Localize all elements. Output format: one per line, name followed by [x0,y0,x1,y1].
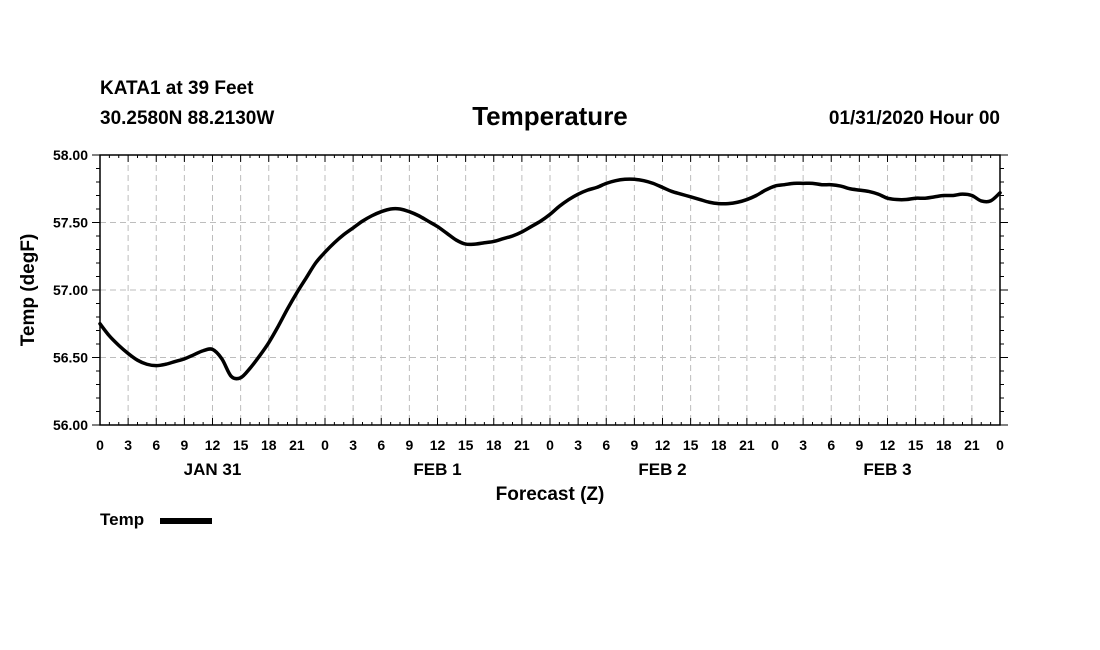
x-tick-label: 12 [430,437,446,453]
x-tick-label: 21 [739,437,755,453]
chart-title: Temperature [472,101,628,131]
y-axis-title: Temp (degF) [18,234,39,347]
x-tick-label: 6 [602,437,610,453]
plot-frame [99,154,1001,426]
y-tick-label: 57.00 [53,282,88,298]
x-tick-label: 18 [261,437,277,453]
x-day-label: FEB 1 [413,460,461,479]
x-tick-label: 12 [205,437,221,453]
x-tick-label: 0 [321,437,329,453]
x-tick-label: 15 [683,437,699,453]
legend-label-temp: Temp [100,510,144,529]
run-time-label: 01/31/2020 Hour 00 [829,108,1000,129]
x-tick-label: 0 [96,437,104,453]
x-tick-label: 15 [458,437,474,453]
x-day-label: FEB 2 [638,460,686,479]
series-line-temp [98,177,1002,381]
x-tick-label: 12 [655,437,671,453]
x-tick-labels: 0 3 6 9 12 15 18 21 0 3 6 9 12 15 18 21 0 3 6 9 12 15 18 21 0 3 6 9… [96,437,1004,453]
x-tick-label: 0 [771,437,779,453]
x-tick-label: 3 [349,437,357,453]
x-tick-label: 18 [711,437,727,453]
x-axis-title: Forecast (Z) [496,484,605,505]
y-tick-label: 57.50 [53,215,88,231]
x-tick-label: 21 [964,437,980,453]
x-tick-label: 9 [180,437,188,453]
x-tick-label: 18 [486,437,502,453]
x-tick-label: 9 [630,437,638,453]
x-tick-label: 12 [880,437,896,453]
station-label: KATA1 at 39 Feet [100,78,254,99]
x-tick-label: 0 [996,437,1004,453]
x-tick-label: 6 [827,437,835,453]
x-tick-label: 3 [574,437,582,453]
location-label: 30.2580N 88.2130W [100,108,274,129]
series-layer [98,177,1002,381]
x-tick-label: 9 [855,437,863,453]
y-tick-label: 58.00 [53,147,88,163]
y-tick-label: 56.00 [53,417,88,433]
x-tick-label: 15 [233,437,249,453]
x-tick-label: 6 [152,437,160,453]
y-tick-label: 56.50 [53,350,88,366]
grid [100,155,1000,425]
x-tick-label: 21 [514,437,530,453]
x-tick-label: 15 [908,437,924,453]
x-tick-label: 0 [546,437,554,453]
x-day-labels: JAN 31 FEB 1 FEB 2 FEB 3 [184,460,912,479]
x-tick-label: 9 [405,437,413,453]
x-day-label: JAN 31 [184,460,242,479]
x-tick-label: 18 [936,437,952,453]
x-tick-label: 6 [377,437,385,453]
x-day-label: FEB 3 [863,460,911,479]
y-tick-labels: 56.00 56.50 57.00 57.50 58.00 [53,147,88,433]
x-tick-label: 3 [799,437,807,453]
legend: Temp [100,510,212,529]
x-tick-label: 21 [289,437,305,453]
x-tick-label: 3 [124,437,132,453]
